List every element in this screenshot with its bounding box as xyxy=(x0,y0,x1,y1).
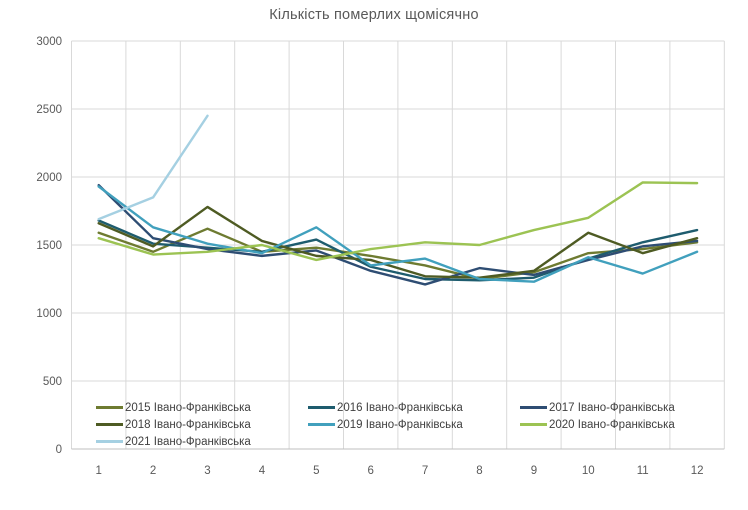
x-tick-label: 5 xyxy=(313,465,319,477)
y-tick-label: 0 xyxy=(56,444,62,456)
legend-line-swatch xyxy=(96,423,123,426)
y-tick-label: 2000 xyxy=(36,172,62,184)
legend-item-label: 2019 Івано-Франківська xyxy=(337,418,463,431)
legend-line-swatch xyxy=(520,423,547,426)
y-tick-label: 500 xyxy=(43,376,62,388)
legend-item: 2016 Івано-Франківська xyxy=(308,399,520,416)
legend-line-swatch xyxy=(308,423,335,426)
x-tick-label: 12 xyxy=(691,465,704,477)
legend-item-label: 2020 Івано-Франківська xyxy=(549,418,675,431)
x-tick-label: 11 xyxy=(637,465,649,477)
legend-item: 2015 Івано-Франківська xyxy=(96,399,308,416)
legend-item: 2019 Івано-Франківська xyxy=(308,416,520,433)
legend-item: 2017 Івано-Франківська xyxy=(520,399,732,416)
legend-item-label: 2016 Івано-Франківська xyxy=(337,401,463,414)
legend-line-swatch xyxy=(520,406,547,409)
series-line-2020 xyxy=(97,181,699,262)
y-tick-label: 1500 xyxy=(36,240,62,252)
chart-title: Кількість померлих щомісячно xyxy=(269,7,479,23)
x-tick-label: 7 xyxy=(422,465,428,477)
y-tick-label: 2500 xyxy=(36,104,62,116)
series-line-2017 xyxy=(97,183,699,286)
legend-item: 2018 Івано-Франківська xyxy=(96,416,308,433)
series-line-2018 xyxy=(97,205,699,279)
x-tick-label: 10 xyxy=(582,465,595,477)
y-tick-label: 1000 xyxy=(36,308,62,320)
x-tick-label: 9 xyxy=(531,465,537,477)
chart-legend: 2015 Івано-Франківська 2016 Івано-Франкі… xyxy=(96,399,741,450)
legend-item: 2020 Івано-Франківська xyxy=(520,416,732,433)
legend-item-label: 2015 Івано-Франківська xyxy=(125,401,251,414)
legend-item-label: 2018 Івано-Франківська xyxy=(125,418,251,431)
x-tick-label: 4 xyxy=(259,465,266,477)
series-line-2015 xyxy=(97,227,699,281)
x-tick-label: 1 xyxy=(95,465,101,477)
x-tick-label: 8 xyxy=(476,465,482,477)
legend-line-swatch xyxy=(96,440,123,443)
legend-item-label: 2017 Івано-Франківська xyxy=(549,401,675,414)
x-tick-label: 3 xyxy=(204,465,210,477)
series-line-2021 xyxy=(97,114,209,221)
legend-item-label: 2021 Івано-Франківська xyxy=(125,435,251,448)
y-tick-label: 3000 xyxy=(36,36,62,48)
legend-line-swatch xyxy=(96,406,123,409)
legend-line-swatch xyxy=(308,406,335,409)
legend-item: 2021 Івано-Франківська xyxy=(96,433,308,450)
x-tick-label: 2 xyxy=(150,465,156,477)
x-tick-label: 6 xyxy=(367,465,373,477)
series-line-2019 xyxy=(97,185,699,283)
